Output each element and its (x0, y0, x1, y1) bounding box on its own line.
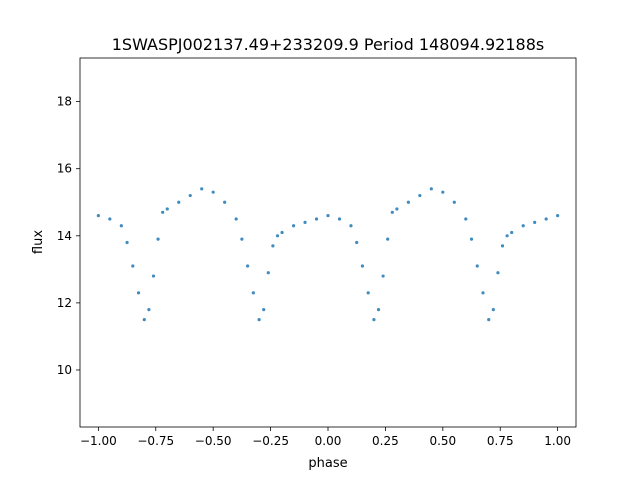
data-point (556, 214, 560, 218)
data-point (262, 307, 266, 312)
data-point (240, 237, 244, 241)
y-tick-label: 12 (57, 296, 72, 310)
data-point (452, 200, 456, 204)
x-tick-label: 0.25 (372, 434, 399, 448)
data-point (136, 291, 141, 295)
data-point (303, 220, 307, 224)
data-point (475, 264, 479, 268)
data-point (366, 291, 370, 295)
data-point (142, 318, 146, 322)
x-tick-label: 0.50 (429, 434, 456, 448)
x-tick-label: −1.00 (80, 434, 117, 448)
y-axis-ticks: 10 12 14 16 18 (57, 95, 80, 377)
data-point (200, 187, 204, 191)
data-point (119, 224, 123, 228)
data-point (131, 264, 135, 268)
data-point (161, 210, 165, 214)
data-point (406, 200, 410, 204)
data-point (251, 291, 255, 295)
x-tick-label: 0.00 (315, 434, 342, 448)
x-tick-label: −0.50 (195, 434, 232, 448)
data-point (271, 244, 275, 248)
y-axis-label: flux (31, 230, 46, 254)
data-point (544, 217, 548, 221)
data-point (505, 234, 509, 238)
data-point (418, 193, 422, 198)
y-tick-label: 18 (57, 95, 72, 109)
data-point (96, 214, 100, 218)
data-point (360, 264, 365, 268)
data-point (211, 190, 215, 194)
x-tick-label: 1.00 (544, 434, 571, 448)
data-point (257, 318, 261, 322)
data-point (275, 234, 280, 238)
data-point (533, 220, 537, 224)
x-tick-label: 0.75 (487, 434, 514, 448)
y-tick-label: 10 (57, 363, 72, 377)
x-tick-label: −0.25 (252, 434, 289, 448)
data-point (376, 307, 381, 312)
x-axis-ticks: −1.00 −0.75 −0.50 −0.25 0.00 0.25 0.50 0.75 1.00 (80, 427, 571, 448)
data-point (165, 207, 169, 211)
data-point (108, 217, 112, 221)
data-point (469, 237, 474, 241)
data-point (481, 291, 485, 295)
data-point (510, 230, 514, 235)
data-point (337, 217, 342, 221)
data-point (372, 318, 376, 322)
data-point (234, 217, 238, 221)
scatter-points (96, 187, 560, 322)
data-point (381, 274, 385, 278)
data-point (266, 271, 270, 275)
data-point (223, 200, 227, 204)
data-point (491, 307, 495, 312)
data-point (156, 237, 160, 241)
chart-title: 1SWASPJ002137.49+233209.9 Period 148094.… (112, 35, 544, 54)
data-point (280, 230, 284, 235)
x-tick-label: −0.75 (137, 434, 174, 448)
data-point (125, 240, 129, 245)
y-tick-label: 14 (57, 229, 72, 243)
data-point (151, 274, 156, 278)
data-point (314, 217, 319, 221)
data-point (390, 210, 394, 214)
data-point (188, 193, 192, 198)
data-point (291, 224, 296, 228)
data-point (355, 240, 359, 245)
data-point (386, 237, 390, 241)
data-point (500, 244, 505, 248)
data-point (147, 307, 151, 312)
data-point (326, 214, 330, 218)
data-point (487, 318, 491, 322)
data-point (177, 200, 181, 204)
data-point (441, 190, 445, 194)
data-point (246, 264, 250, 268)
data-point (464, 217, 468, 221)
data-point (349, 224, 353, 228)
data-point (395, 207, 399, 211)
x-axis-label: phase (308, 456, 347, 471)
data-point (496, 271, 500, 275)
data-point (521, 224, 525, 228)
data-point (429, 187, 433, 191)
y-tick-label: 16 (57, 162, 72, 176)
